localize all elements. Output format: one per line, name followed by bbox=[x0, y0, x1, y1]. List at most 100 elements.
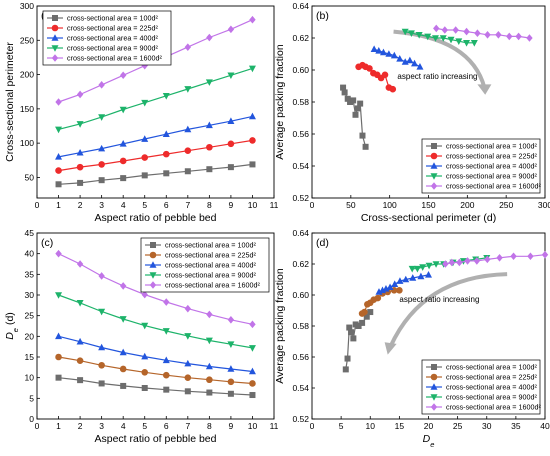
data-point bbox=[205, 337, 213, 345]
x-tick-label: 10 bbox=[248, 421, 258, 431]
data-point bbox=[163, 298, 170, 306]
data-point bbox=[119, 140, 127, 147]
data-point bbox=[141, 135, 149, 142]
chart-panel-2: 0 50 100 150 200 250 300 0.52 0.54 0.56 0.58 0.60 0.… bbox=[274, 1, 550, 224]
x-tick-label: 3 bbox=[99, 200, 104, 210]
x-axis-label-sub: e bbox=[430, 440, 434, 449]
series-line-5 bbox=[436, 27, 530, 39]
legend-marker bbox=[430, 373, 438, 381]
y-axis-label: Cross-sectional perimeter bbox=[4, 42, 16, 162]
data-point bbox=[76, 260, 84, 268]
legend: cross-sectional area = 100d² cross-sectio… bbox=[42, 10, 172, 66]
x-tick-label: 300 bbox=[538, 200, 550, 210]
legend-marker bbox=[430, 394, 438, 401]
data-point bbox=[419, 264, 427, 271]
data-point bbox=[206, 310, 213, 319]
data-point bbox=[396, 287, 403, 294]
data-point bbox=[206, 376, 213, 384]
y-tick-label: 0.62 bbox=[292, 33, 309, 43]
data-point bbox=[77, 179, 84, 186]
series-line-4 bbox=[58, 294, 253, 349]
data-point bbox=[55, 374, 62, 381]
data-point bbox=[119, 282, 127, 290]
series-line-4 bbox=[405, 31, 475, 44]
legend-marker bbox=[430, 173, 438, 180]
x-tick-label: 0 bbox=[35, 200, 40, 210]
y-axis-label-unit: (d) bbox=[4, 312, 16, 325]
data-point bbox=[432, 261, 440, 268]
data-point bbox=[77, 377, 84, 384]
y-axis-label-main: D bbox=[4, 332, 16, 340]
legend-entry: cross-sectional area = 100d² bbox=[67, 14, 158, 23]
legend-marker bbox=[149, 272, 157, 279]
legend-marker bbox=[52, 15, 58, 21]
data-point bbox=[367, 309, 374, 316]
data-point bbox=[379, 48, 387, 56]
x-tick-label: 0 bbox=[310, 421, 315, 431]
x-tick-label: 1 bbox=[56, 200, 61, 210]
x-tick-label: 40 bbox=[540, 421, 550, 431]
data-point bbox=[424, 33, 432, 41]
legend-entry: cross-sectional area = 400d² bbox=[446, 383, 537, 392]
data-point bbox=[227, 378, 235, 386]
legend-entry: cross-sectional area = 100d² bbox=[446, 363, 537, 372]
data-point bbox=[425, 262, 433, 270]
data-point bbox=[227, 390, 234, 397]
data-point bbox=[98, 114, 106, 121]
y-tick-label: 200 bbox=[20, 70, 34, 80]
x-tick-label: 9 bbox=[229, 200, 234, 210]
legend-marker bbox=[430, 152, 438, 160]
legend-entry: cross-sectional area = 400d² bbox=[67, 34, 158, 43]
data-point bbox=[358, 310, 366, 317]
data-point bbox=[396, 55, 404, 62]
x-tick-label: 100 bbox=[383, 200, 397, 210]
y-tick-label: 50 bbox=[25, 172, 35, 182]
legend: cross-sectional area = 100d² cross-sectio… bbox=[421, 359, 541, 415]
legend-marker bbox=[51, 34, 59, 41]
series-line-3 bbox=[58, 335, 253, 373]
data-point bbox=[515, 32, 522, 41]
y-axis-label-sub: e bbox=[11, 328, 20, 332]
y-tick-label: 100 bbox=[20, 138, 34, 148]
data-point bbox=[119, 157, 127, 165]
y-tick-label: 10 bbox=[25, 373, 35, 383]
data-point bbox=[496, 254, 503, 262]
x-tick-label: 10 bbox=[366, 421, 376, 431]
x-tick-label: 11 bbox=[270, 200, 279, 210]
data-point bbox=[141, 290, 148, 299]
data-point bbox=[359, 319, 366, 326]
data-point bbox=[184, 168, 191, 175]
data-point bbox=[184, 374, 192, 381]
data-point bbox=[76, 300, 84, 307]
data-point bbox=[141, 172, 148, 179]
annotation-text: aspect ratio increasing bbox=[397, 72, 477, 81]
data-point bbox=[227, 25, 235, 34]
y-tick-label: 0.64 bbox=[292, 1, 309, 11]
data-point bbox=[248, 345, 256, 352]
data-point bbox=[370, 45, 378, 52]
data-point bbox=[401, 28, 409, 36]
data-point bbox=[141, 368, 149, 376]
data-point bbox=[119, 365, 127, 373]
x-tick-label: 200 bbox=[460, 200, 474, 210]
data-point bbox=[184, 125, 192, 133]
x-tick-label: 2 bbox=[78, 421, 83, 431]
data-point bbox=[206, 143, 213, 151]
data-point bbox=[55, 181, 62, 188]
x-tick-label: 5 bbox=[142, 200, 147, 210]
legend-entry: cross-sectional area = 100d² bbox=[446, 142, 537, 151]
data-point bbox=[55, 153, 63, 160]
data-point bbox=[340, 84, 347, 91]
data-point bbox=[98, 144, 106, 152]
legend-marker bbox=[431, 364, 437, 370]
data-point bbox=[227, 365, 235, 372]
data-point bbox=[227, 72, 235, 80]
data-point bbox=[249, 15, 256, 24]
data-point bbox=[385, 50, 393, 57]
x-axis-label: Aspect ratio of pebble bed bbox=[94, 212, 216, 224]
data-point bbox=[474, 29, 481, 37]
data-point bbox=[413, 265, 421, 273]
y-tick-label: 20 bbox=[25, 331, 35, 341]
data-point bbox=[141, 154, 149, 161]
